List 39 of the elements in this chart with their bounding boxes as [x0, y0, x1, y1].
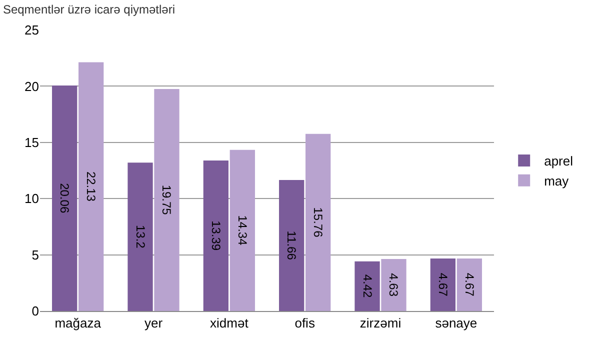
bar — [154, 89, 180, 311]
y-tick-label: 5 — [32, 247, 39, 262]
x-tick-label: yer — [144, 316, 164, 331]
data-label: 13.39 — [208, 220, 223, 251]
x-tick-label: zirzəmi — [360, 316, 402, 331]
x-tick-label: xidmət — [210, 316, 249, 331]
data-label: 14.34 — [235, 215, 250, 246]
y-tick-label: 25 — [24, 22, 39, 38]
bar — [456, 258, 482, 311]
bar — [354, 261, 380, 311]
legend-label: aprel — [544, 154, 574, 169]
bar — [203, 160, 228, 311]
chart-title: Seqmentlər üzrə icarə qiymətləri — [2, 2, 176, 17]
y-tick-label: 0 — [32, 304, 39, 319]
data-label: 20.06 — [58, 183, 72, 214]
y-tick-label: 20 — [24, 78, 39, 94]
data-label: 4.42 — [360, 274, 374, 298]
bar — [381, 258, 406, 311]
x-tick-label: ofis — [294, 316, 316, 331]
bar — [430, 258, 456, 311]
bar — [230, 150, 255, 311]
bar — [52, 86, 78, 311]
data-label: 11.66 — [284, 230, 299, 260]
x-tick-label: sənaye — [435, 316, 478, 331]
x-tick-label: mağaza — [54, 316, 102, 331]
data-label: 13.2 — [133, 224, 148, 249]
bar — [306, 134, 331, 311]
data-label: 4.63 — [386, 273, 401, 297]
data-label: 19.75 — [160, 184, 174, 216]
bar — [78, 62, 104, 311]
data-label: 15.76 — [311, 207, 326, 238]
legend-label: may — [544, 173, 570, 188]
bar — [128, 162, 153, 311]
y-tick-label: 10 — [24, 191, 39, 206]
bar — [279, 180, 304, 311]
data-label: 4.67 — [462, 272, 476, 297]
y-tick-label: 15 — [24, 134, 39, 150]
data-label: 22.13 — [84, 171, 98, 202]
data-label: 4.67 — [436, 272, 450, 297]
